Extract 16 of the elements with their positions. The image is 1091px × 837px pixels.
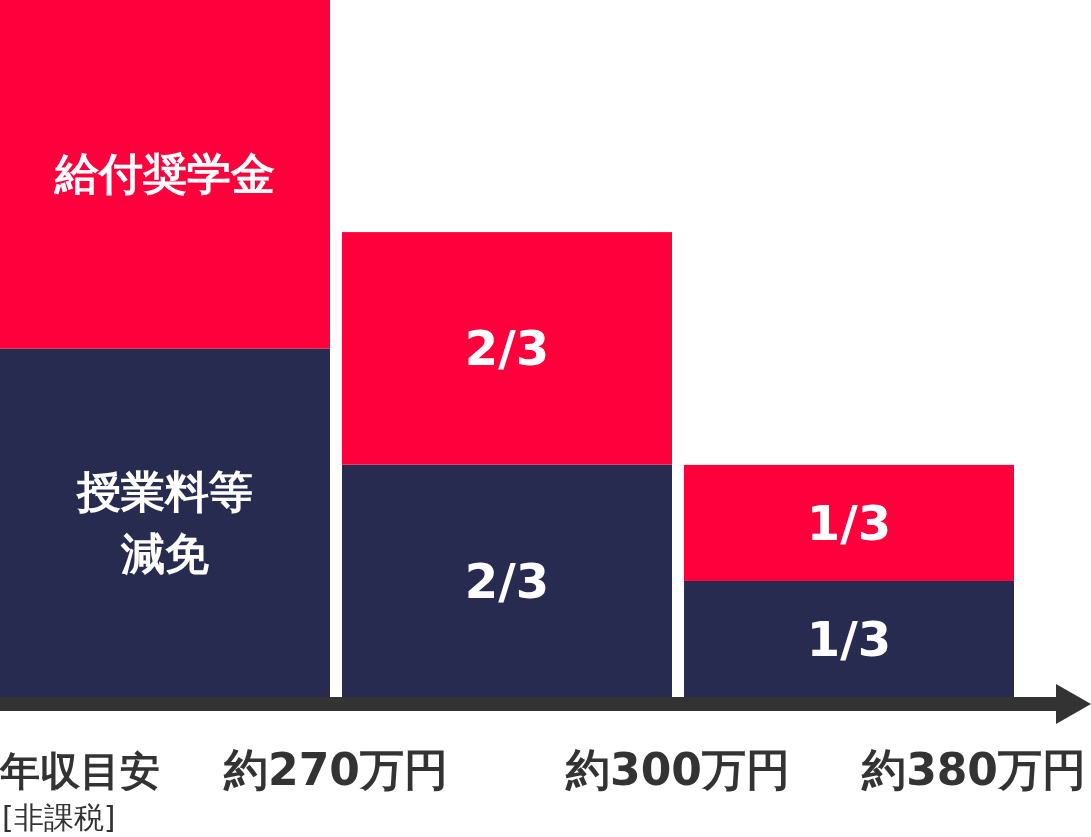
data-label: 2/3 xyxy=(464,320,550,377)
data-label: 1/3 xyxy=(806,494,892,551)
data-label: 2/3 xyxy=(464,552,550,609)
data-label: 1/3 xyxy=(806,610,892,667)
bar xyxy=(342,232,672,465)
series-label: 授業料等減免 xyxy=(75,465,253,579)
bar xyxy=(684,464,1014,581)
text: 約380万円 xyxy=(861,744,1086,795)
bar xyxy=(0,348,330,697)
series-label: 給付奨学金 xyxy=(53,148,275,200)
text: 約270万円 xyxy=(223,744,448,795)
text: 約300万円 xyxy=(565,744,790,795)
text: [非課税] xyxy=(2,800,116,835)
bar xyxy=(0,0,330,349)
bar xyxy=(342,464,672,697)
bar xyxy=(684,580,1014,697)
